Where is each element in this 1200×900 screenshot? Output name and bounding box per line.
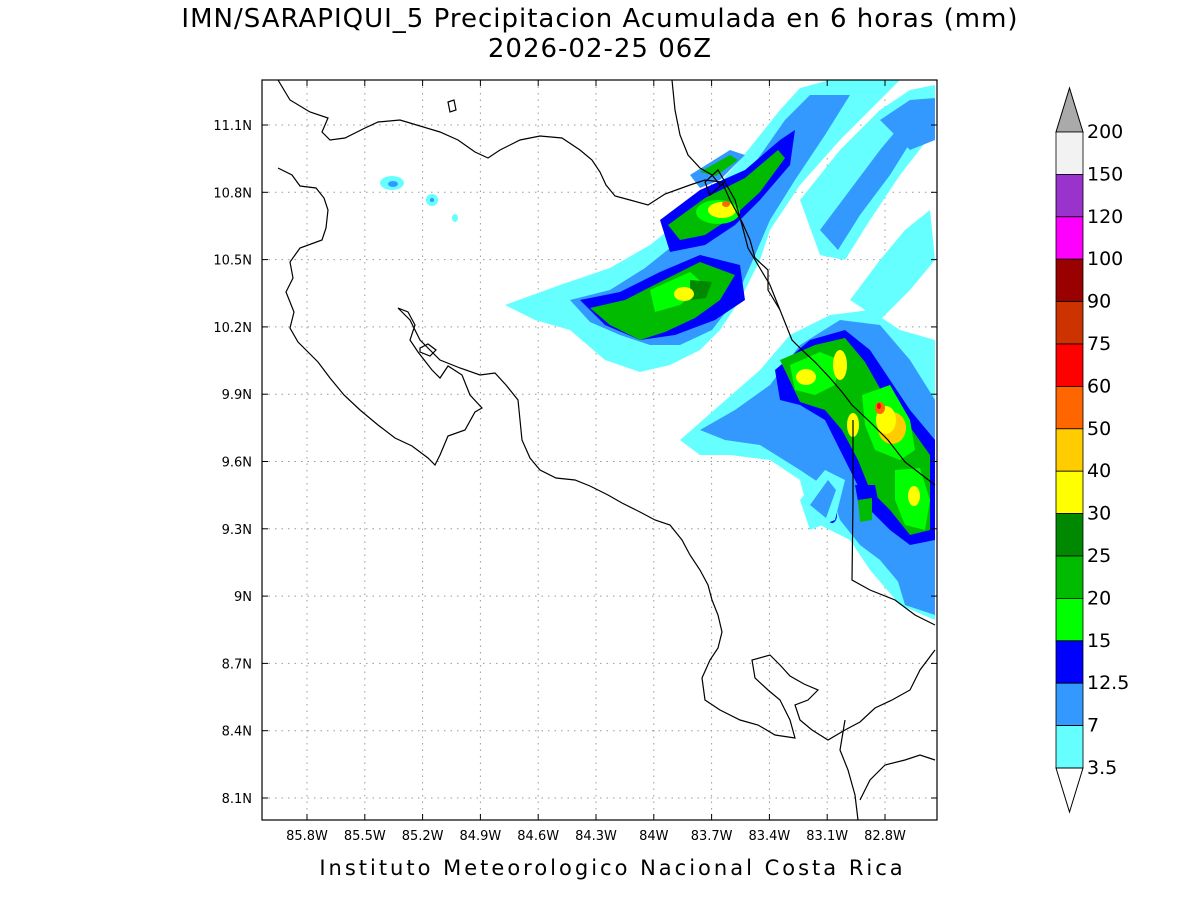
longitude-labels: 85.8W 85.5W 85.2W 84.9W 84.6W 84.3W 84W 83.7W 83… <box>286 829 906 844</box>
map-frame <box>261 79 938 821</box>
colorbar-swatch <box>1055 173 1084 218</box>
lat-tick-label: 8.7N <box>222 657 252 672</box>
lon-tick-label: 85.5W <box>344 829 386 844</box>
colorbar-swatch <box>1055 725 1084 769</box>
lon-tick-label: 83.7W <box>691 829 733 844</box>
colorbar-over-arrow <box>1055 86 1084 133</box>
lon-tick-label: 83.1W <box>806 829 848 844</box>
lat-tick-label: 9.6N <box>222 456 252 471</box>
lon-tick-label: 83.4W <box>748 829 790 844</box>
lat-tick-label: 10.5N <box>213 254 252 269</box>
lat-tick-label: 10.8N <box>213 186 252 201</box>
colorbar-swatch <box>1055 555 1084 599</box>
latitude-labels: 11.1N 10.8N 10.5N 10.2N 9.9N 9.6N 9.3N 9N 8.7N 8.… <box>213 119 252 807</box>
colorbar-level-label: 25 <box>1087 545 1111 567</box>
axis-ticks <box>262 80 937 820</box>
colorbar-level-label: 60 <box>1087 375 1111 397</box>
colorbar-swatch <box>1055 513 1084 557</box>
colorbar-level-label: 100 <box>1087 248 1123 270</box>
lat-tick-label: 10.2N <box>213 321 252 336</box>
precip-band-north <box>380 80 935 372</box>
colorbar-swatch <box>1055 385 1084 430</box>
colorbar-swatch <box>1055 131 1084 175</box>
coastlines <box>277 80 936 820</box>
lat-tick-label: 9.9N <box>222 388 252 403</box>
colorbar-level-label: 90 <box>1087 291 1111 313</box>
colorbar-boxes <box>1055 131 1084 769</box>
colorbar-level-label: 120 <box>1087 206 1123 228</box>
precip-band-south <box>680 310 935 620</box>
colorbar-level-label: 3.5 <box>1087 757 1117 779</box>
footer-credit: Instituto Meteorologico Nacional Costa R… <box>319 856 906 880</box>
colorbar-swatch <box>1055 428 1084 472</box>
map-date: 2026-02-25 06Z <box>487 34 713 64</box>
lat-tick-label: 9.3N <box>222 523 252 538</box>
colorbar-swatch <box>1055 216 1084 260</box>
lon-tick-label: 84.3W <box>575 829 617 844</box>
lat-tick-label: 11.1N <box>213 119 252 134</box>
colorbar-level-label: 40 <box>1087 460 1111 482</box>
lon-tick-label: 82.8W <box>864 829 906 844</box>
colorbar-level-label: 150 <box>1087 163 1123 185</box>
lon-tick-label: 84.9W <box>459 829 501 844</box>
colorbar-level-label: 12.5 <box>1087 672 1129 694</box>
colorbar-level-label: 15 <box>1087 630 1111 652</box>
lon-tick-label: 84.6W <box>517 829 559 844</box>
colorbar-level-label: 50 <box>1087 418 1111 440</box>
colorbar-swatch <box>1055 640 1084 684</box>
colorbar-level-label: 75 <box>1087 333 1111 355</box>
lat-tick-label: 8.1N <box>222 792 252 807</box>
map-title: IMN/SARAPIQUI_5 Precipitacion Acumulada … <box>181 4 1019 34</box>
lat-tick-label: 9N <box>234 590 252 605</box>
lon-tick-label: 85.8W <box>286 829 328 844</box>
colorbar-level-label: 7 <box>1087 715 1099 737</box>
colorbar-swatch <box>1055 258 1084 303</box>
colorbar-swatch <box>1055 598 1084 642</box>
colorbar-level-label: 200 <box>1087 121 1123 143</box>
lat-tick-label: 8.4N <box>222 725 252 740</box>
colorbar-labels: 200 150 120 100 90 75 60 50 40 30 25 20 15 12.5 7 3.5 <box>1087 121 1129 779</box>
colorbar-swatch <box>1055 301 1084 345</box>
colorbar-swatch <box>1055 682 1084 727</box>
colorbar-swatch <box>1055 343 1084 387</box>
colorbar-swatch <box>1055 470 1084 515</box>
colorbar-level-label: 30 <box>1087 503 1111 525</box>
precipitation-field <box>380 80 935 620</box>
colorbar-level-label: 20 <box>1087 587 1111 609</box>
lon-tick-label: 85.2W <box>402 829 444 844</box>
lon-tick-label: 84W <box>639 829 669 844</box>
colorbar-under-arrow <box>1055 767 1084 814</box>
